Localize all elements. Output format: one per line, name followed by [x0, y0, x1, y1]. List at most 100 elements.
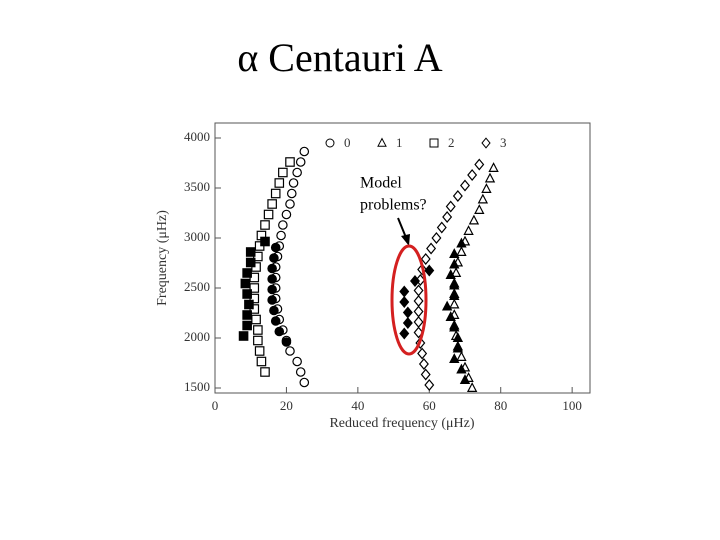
data-point	[253, 325, 263, 335]
data-point	[449, 298, 460, 309]
data-point	[267, 263, 277, 274]
data-point	[445, 269, 456, 279]
data-point	[420, 253, 431, 265]
data-point	[413, 305, 424, 318]
x-axis-label: Reduced frequency (μHz)	[329, 416, 474, 431]
data-point	[413, 284, 424, 297]
data-point	[449, 353, 460, 363]
data-point	[299, 377, 310, 388]
data-point	[402, 317, 413, 329]
data-point	[270, 242, 281, 253]
data-point	[456, 246, 467, 256]
x-tick-label: 40	[351, 398, 364, 413]
data-point	[420, 368, 431, 381]
data-point	[456, 351, 467, 361]
legend-symbol	[429, 138, 439, 148]
annotation-ellipse	[390, 244, 428, 356]
legend-label: 3	[500, 135, 507, 150]
data-point	[413, 295, 424, 307]
data-point	[286, 188, 297, 199]
data-point	[410, 275, 420, 287]
x-tick-label: 80	[494, 398, 507, 413]
data-point	[467, 169, 478, 181]
data-point	[295, 367, 306, 377]
data-point	[267, 199, 277, 209]
data-point	[274, 326, 285, 337]
data-point	[267, 295, 277, 305]
data-point	[260, 220, 270, 230]
data-point	[431, 232, 442, 244]
data-point	[449, 321, 460, 332]
data-point	[417, 347, 428, 360]
data-point	[399, 285, 410, 298]
data-point	[245, 257, 256, 268]
y-tick-label: 3500	[184, 179, 210, 194]
legend-symbol	[481, 137, 491, 149]
x-tick-label: 0	[212, 398, 219, 413]
data-point	[460, 179, 470, 192]
legend-symbol	[325, 138, 335, 148]
data-point	[285, 199, 295, 209]
data-point	[452, 190, 463, 202]
data-point	[270, 316, 281, 326]
data-point	[441, 300, 453, 311]
data-point	[477, 193, 489, 204]
legend-label: 0	[344, 135, 351, 150]
data-point	[449, 279, 460, 290]
data-point	[285, 346, 295, 356]
data-point	[468, 214, 480, 225]
x-tick-label: 20	[280, 398, 293, 413]
data-point	[285, 157, 295, 167]
data-point	[452, 342, 464, 353]
data-point	[276, 230, 286, 241]
data-point	[450, 267, 462, 277]
legend-label: 2	[448, 135, 455, 150]
data-point	[399, 296, 410, 308]
data-point	[242, 268, 252, 278]
data-point	[269, 253, 279, 263]
y-tick-label: 4000	[184, 129, 210, 144]
data-point	[488, 162, 499, 172]
data-point	[452, 332, 464, 342]
data-point	[456, 363, 467, 374]
data-point	[424, 379, 435, 391]
data-point	[449, 258, 460, 269]
data-point	[292, 356, 302, 367]
data-point	[436, 221, 447, 234]
data-point	[242, 289, 252, 299]
data-point	[278, 167, 288, 178]
data-point	[251, 314, 261, 325]
data-point	[274, 178, 285, 188]
data-point	[413, 316, 424, 328]
annotation-text: problems?	[360, 197, 427, 214]
data-point	[253, 335, 263, 346]
data-point	[481, 183, 492, 193]
data-point	[442, 211, 453, 223]
data-point	[445, 200, 456, 213]
data-point	[269, 305, 279, 316]
data-point	[399, 327, 410, 340]
data-point	[474, 158, 485, 171]
data-point	[292, 167, 302, 178]
data-point	[299, 146, 310, 157]
data-point	[270, 188, 281, 199]
data-point	[267, 284, 277, 295]
plot-frame	[214, 122, 591, 394]
y-tick-label: 1500	[184, 379, 210, 394]
data-point	[474, 204, 485, 214]
data-point	[281, 209, 292, 220]
data-point	[242, 310, 252, 320]
data-point	[459, 374, 471, 384]
data-point	[449, 290, 460, 300]
data-point	[240, 278, 251, 289]
data-point	[424, 264, 435, 277]
data-point	[244, 299, 254, 310]
annotation-text: Model	[360, 175, 402, 192]
x-tick-label: 60	[423, 398, 436, 413]
data-point	[426, 242, 437, 255]
data-point	[484, 172, 496, 183]
data-point	[456, 237, 467, 248]
data-point	[267, 274, 277, 284]
